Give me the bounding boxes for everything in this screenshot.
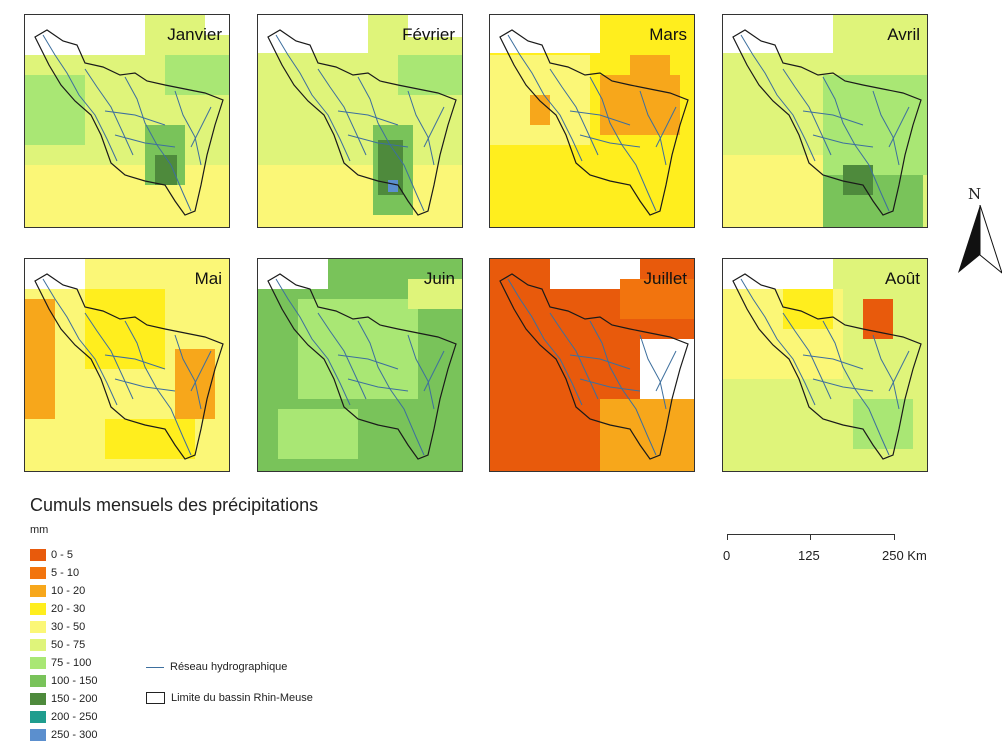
legend-item: 150 - 200 xyxy=(30,692,97,706)
legend-label: 5 - 10 xyxy=(51,567,80,579)
legend-swatch xyxy=(30,711,46,723)
legend-river: Réseau hydrographique xyxy=(146,661,287,673)
map-panel-mars: Mars xyxy=(489,14,695,228)
legend-label: 20 - 30 xyxy=(51,603,86,615)
legend-label: 0 - 5 xyxy=(51,549,74,561)
precipitation-map xyxy=(490,259,694,471)
legend-item: 100 - 150 xyxy=(30,674,97,688)
map-panel-juillet: Juillet xyxy=(489,258,695,472)
legend-swatch xyxy=(30,729,46,741)
map-panel-janvier: Janvier xyxy=(24,14,230,228)
map-panel-mai: Mai xyxy=(24,258,230,472)
legend-item: 10 - 20 xyxy=(30,584,85,598)
precipitation-map xyxy=(723,259,927,471)
legend-swatch xyxy=(30,621,46,633)
legend-swatch xyxy=(30,693,46,705)
legend-river-label: Réseau hydrographique xyxy=(170,661,288,673)
legend-item: 30 - 50 xyxy=(30,620,85,634)
precipitation-map xyxy=(25,259,229,471)
map-panel-avril: Avril xyxy=(722,14,928,228)
legend-swatch xyxy=(30,549,46,561)
legend-swatch xyxy=(30,675,46,687)
legend-item: 250 - 300 xyxy=(30,728,97,742)
legend-label: 200 - 250 xyxy=(51,711,98,723)
legend-swatch xyxy=(30,639,46,651)
legend-item: 20 - 30 xyxy=(30,602,85,616)
legend-unit: mm xyxy=(30,524,49,536)
precipitation-map xyxy=(258,259,462,471)
month-label: Février xyxy=(402,25,455,44)
north-arrow-icon xyxy=(958,205,1002,274)
legend-swatch xyxy=(30,603,46,615)
month-label: Mars xyxy=(649,25,687,44)
month-label: Janvier xyxy=(167,25,222,44)
month-label: Juin xyxy=(423,269,455,288)
legend-item: 5 - 10 xyxy=(30,566,79,580)
legend-basin-label: Limite du bassin Rhin-Meuse xyxy=(171,692,313,704)
scale-label-0: 0 xyxy=(723,548,731,563)
precipitation-map xyxy=(25,15,229,227)
river-line-icon xyxy=(146,666,164,668)
legend-label: 10 - 20 xyxy=(51,585,86,597)
basin-outline-icon xyxy=(146,692,165,704)
legend-label: 100 - 150 xyxy=(51,675,98,687)
precipitation-map xyxy=(258,15,462,227)
map-panel-juin: Juin xyxy=(257,258,463,472)
legend-swatch xyxy=(30,585,46,597)
legend-item: 0 - 5 xyxy=(30,548,73,562)
legend-label: 75 - 100 xyxy=(51,657,92,669)
scale-label-250: 250 Km xyxy=(882,548,927,563)
north-arrow: N xyxy=(958,185,1002,275)
legend-title: Cumuls mensuels des précipitations xyxy=(30,495,319,515)
legend-item: 75 - 100 xyxy=(30,656,91,670)
precipitation-map xyxy=(723,15,927,227)
scale-label-125: 125 xyxy=(798,548,820,563)
month-label: Août xyxy=(885,269,920,288)
legend-basin: Limite du bassin Rhin-Meuse xyxy=(146,692,313,704)
legend-label: 30 - 50 xyxy=(51,621,86,633)
legend-swatch xyxy=(30,567,46,579)
month-label: Mai xyxy=(194,269,222,288)
map-panel-fevrier: Février xyxy=(257,14,463,228)
map-panel-aout: Août xyxy=(722,258,928,472)
legend-label: 150 - 200 xyxy=(51,693,98,705)
legend-label: 50 - 75 xyxy=(51,639,86,651)
legend-item: 50 - 75 xyxy=(30,638,85,652)
scale-bar xyxy=(727,534,897,544)
month-label: Juillet xyxy=(643,269,687,288)
north-label: N xyxy=(968,185,982,203)
precipitation-map xyxy=(490,15,694,227)
legend-swatch xyxy=(30,657,46,669)
legend-label: 250 - 300 xyxy=(51,729,98,741)
month-label: Avril xyxy=(887,25,920,44)
legend-item: 200 - 250 xyxy=(30,710,97,724)
